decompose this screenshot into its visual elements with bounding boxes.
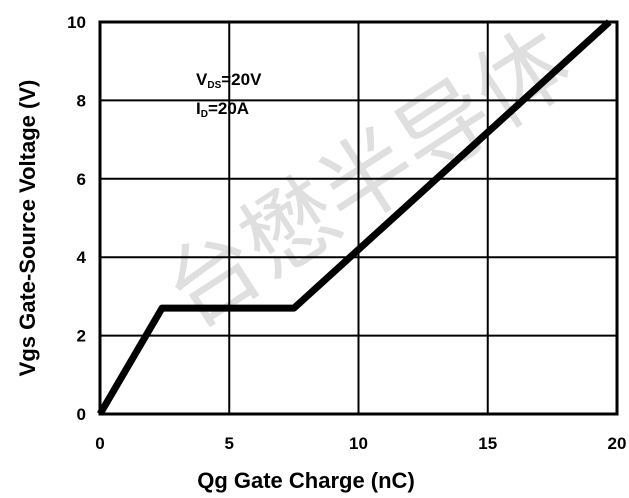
y-axis-title: Vgs Gate-Source Voltage (V): [15, 80, 40, 377]
x-tick-label: 0: [95, 434, 104, 453]
y-tick-label: 8: [77, 91, 86, 110]
x-tick-label: 20: [608, 434, 627, 453]
series-line: [96, 19, 612, 416]
y-tick-label: 2: [77, 327, 86, 346]
y-tick-label: 4: [77, 248, 87, 267]
annotation-id: ID=20A: [196, 99, 249, 120]
grid-layer: [100, 22, 617, 414]
x-tick-label: 10: [349, 434, 368, 453]
annotation-vds: VDS=20V: [196, 70, 262, 91]
plot-frame: [98, 20, 619, 416]
x-tick-label: 5: [225, 434, 234, 453]
tick-label-layer: 0 5 10 15 20 0 2 4 6 8 10: [67, 13, 626, 453]
y-tick-label: 0: [77, 405, 86, 424]
x-tick-label: 15: [478, 434, 497, 453]
y-tick-label: 10: [67, 13, 86, 32]
series-layer: [96, 19, 612, 416]
annotation-layer: VDS=20V ID=20A: [196, 70, 262, 120]
x-axis-title: Qg Gate Charge (nC): [197, 468, 415, 493]
y-tick-label: 6: [77, 170, 86, 189]
